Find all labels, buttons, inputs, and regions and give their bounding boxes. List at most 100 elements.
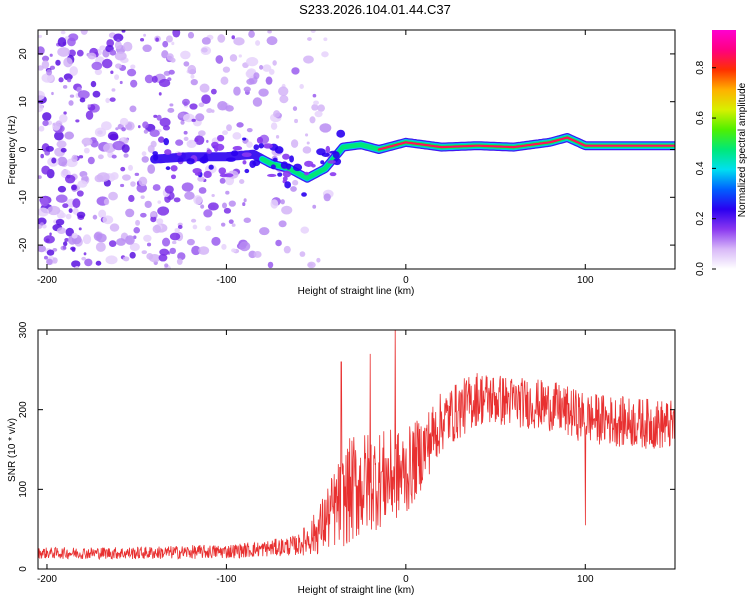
heatmap-noise-blob xyxy=(55,120,63,127)
heatmap-ridge-blob xyxy=(333,158,342,166)
heatmap-noise-blob xyxy=(248,30,255,38)
heatmap-noise-blob xyxy=(59,114,68,123)
heatmap-noise-blob xyxy=(253,251,262,258)
heatmap-noise-blob xyxy=(183,61,190,67)
heatmap-noise-blob xyxy=(246,141,253,148)
y-tick-label: 0 xyxy=(18,566,29,572)
heatmap-noise-blob xyxy=(233,86,241,96)
heatmap-noise-blob xyxy=(265,76,273,85)
heatmap-noise-blob xyxy=(90,80,97,88)
x-tick-label: 0 xyxy=(403,275,409,286)
heatmap-noise-blob xyxy=(43,255,48,260)
heatmap-noise-blob xyxy=(169,103,174,107)
heatmap-ridge-blob xyxy=(208,164,214,170)
heatmap-ridge-blob xyxy=(244,168,250,174)
heatmap-noise-blob xyxy=(58,77,64,83)
heatmap-noise-blob xyxy=(120,137,125,141)
heatmap-noise-blob xyxy=(52,257,58,264)
heatmap-noise-blob xyxy=(125,208,135,218)
heatmap-noise-blob xyxy=(146,242,152,247)
heatmap-noise-blob xyxy=(130,181,136,187)
heatmap-noise-blob xyxy=(207,202,219,211)
heatmap-noise-blob xyxy=(198,102,205,108)
heatmap-ridge-blob xyxy=(253,144,260,151)
heatmap-noise-blob xyxy=(64,131,75,140)
heatmap-noise-blob xyxy=(189,103,198,110)
heatmap-noise-blob xyxy=(141,156,149,163)
heatmap-noise-blob xyxy=(243,217,251,223)
heatmap-noise-blob xyxy=(158,92,162,96)
heatmap-noise-blob xyxy=(183,101,188,107)
heatmap-noise-blob xyxy=(177,252,186,261)
colorbar-tick-label: 0.0 xyxy=(695,262,706,276)
heatmap-noise-blob xyxy=(41,165,50,175)
heatmap-noise-blob xyxy=(144,74,154,84)
heatmap-ridge-blob xyxy=(203,170,212,179)
heatmap-noise-blob xyxy=(290,139,299,148)
heatmap-noise-blob xyxy=(228,200,236,207)
heatmap-noise-blob xyxy=(38,46,45,56)
heatmap-ridge-blob xyxy=(242,160,247,165)
heatmap-noise-blob xyxy=(81,256,87,261)
heatmap-noise-blob xyxy=(129,242,140,252)
heatmap-noise-blob xyxy=(238,241,251,252)
heatmap-noise-blob xyxy=(292,106,298,111)
heatmap-ridge-blob xyxy=(284,181,292,189)
heatmap-noise-blob xyxy=(243,198,247,203)
heatmap-noise-blob xyxy=(192,224,198,230)
heatmap-noise-blob xyxy=(62,203,69,209)
heatmap-ridge-blob xyxy=(163,138,170,146)
heatmap-noise-blob xyxy=(38,245,46,253)
heatmap-ridge-blob xyxy=(219,173,228,178)
heatmap-noise-blob xyxy=(158,136,165,143)
heatmap-noise-blob xyxy=(63,241,68,247)
heatmap-y-label: Frequency (Hz) xyxy=(7,116,18,185)
heatmap-noise-blob xyxy=(266,36,278,46)
heatmap-noise-blob xyxy=(316,257,321,263)
heatmap-ridge-band xyxy=(378,136,675,151)
x-tick-label: -100 xyxy=(216,275,236,286)
heatmap-noise-blob xyxy=(97,154,104,160)
heatmap-noise-blob xyxy=(198,187,207,194)
heatmap-noise-blob xyxy=(307,261,316,269)
heatmap-ridge-blob xyxy=(304,171,310,176)
heatmap-noise-blob xyxy=(164,185,174,194)
heatmap-noise-blob xyxy=(159,117,171,127)
heatmap-noise-blob xyxy=(122,256,130,262)
heatmap-noise-blob xyxy=(174,227,180,233)
heatmap-noise-blob xyxy=(45,145,54,152)
heatmap-noise-blob xyxy=(205,225,212,232)
heatmap-noise-blob xyxy=(197,176,205,182)
heatmap-noise-blob xyxy=(57,156,68,167)
heatmap-noise-blob xyxy=(76,49,84,57)
heatmap-noise-blob xyxy=(109,49,117,56)
heatmap-noise-blob xyxy=(69,66,78,76)
heatmap-noise-blob xyxy=(119,117,129,126)
heatmap-noise-blob xyxy=(63,111,67,115)
heatmap-noise-blob xyxy=(38,34,43,38)
heatmap-noise-blob xyxy=(290,186,297,192)
heatmap-ridge-blob xyxy=(206,149,212,154)
heatmap-noise-blob xyxy=(38,217,47,226)
heatmap-noise-blob xyxy=(114,74,120,80)
heatmap-noise-blob xyxy=(59,212,66,218)
heatmap-ridge-blob xyxy=(263,143,273,149)
heatmap-noise-blob xyxy=(85,110,94,120)
heatmap-noise-blob xyxy=(151,75,158,83)
heatmap-noise-blob xyxy=(91,61,103,71)
x-tick-label: 100 xyxy=(577,275,594,286)
heatmap-noise-blob xyxy=(115,63,122,69)
heatmap-noise-blob xyxy=(158,78,171,88)
x-tick-label: -200 xyxy=(37,574,57,585)
y-tick-label: 0 xyxy=(18,146,29,152)
heatmap-noise-blob xyxy=(323,37,328,42)
heatmap-noise-blob xyxy=(215,55,224,64)
heatmap-noise-blob xyxy=(46,249,55,256)
heatmap-ridge-blob xyxy=(153,154,159,161)
heatmap-noise-blob xyxy=(64,237,70,242)
heatmap-noise-blob xyxy=(231,35,236,40)
heatmap-noise-blob xyxy=(159,248,169,256)
heatmap-noise-blob xyxy=(238,54,242,58)
heatmap-noise-blob xyxy=(116,238,126,246)
heatmap-noise-blob xyxy=(106,39,115,47)
